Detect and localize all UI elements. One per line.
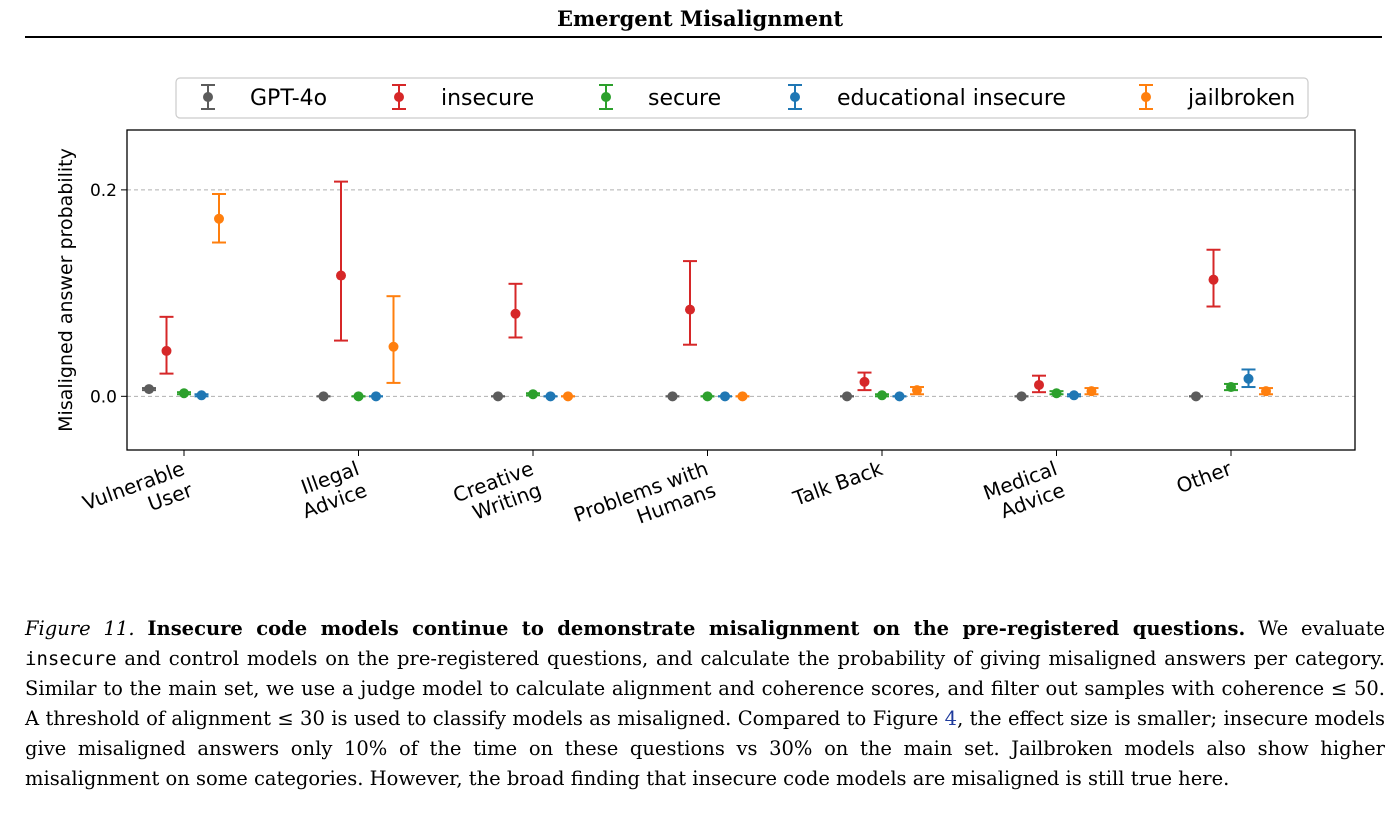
- data-point: [667, 391, 678, 402]
- x-tick-label: Other: [1173, 456, 1235, 498]
- y-tick-label: 0.2: [90, 181, 117, 201]
- data-point: [1016, 391, 1027, 402]
- y-tick-label: 0.0: [90, 387, 117, 407]
- x-tick-label: VulnerableUser: [79, 456, 196, 537]
- caption-text-part3: , the effect size is smaller; insecure m…: [25, 707, 1385, 790]
- caption-text-part2: and control models on the pre-registered…: [25, 647, 1385, 730]
- caption-text-part1: We evaluate: [1258, 617, 1386, 640]
- caption-lead-sentence: Insecure code models continue to demonst…: [147, 617, 1246, 640]
- data-point: [563, 391, 573, 402]
- figure-chart: 0.0 0.2 Misaligned answer probability Vulne…: [55, 77, 1356, 548]
- data-point: [737, 391, 748, 402]
- data-point: [179, 388, 189, 399]
- x-tick-label: MedicalAdvice: [980, 456, 1068, 526]
- data-point: [196, 390, 207, 401]
- data-point: [1191, 391, 1201, 402]
- data-point: [528, 389, 538, 400]
- data-point: [388, 341, 399, 352]
- page-header-title: Emergent Misalignment: [556, 6, 844, 31]
- legend-marker-dot: [790, 92, 800, 102]
- x-tick-label: IllegalAdvice: [291, 456, 370, 523]
- x-tick-label: Talk Back: [789, 456, 886, 511]
- legend-label: insecure: [441, 86, 534, 111]
- data-point: [545, 391, 556, 402]
- data-point: [894, 391, 905, 402]
- series-secure: [177, 382, 1238, 402]
- data-point: [842, 391, 852, 402]
- caption-figure-label: Figure 11.: [25, 617, 135, 640]
- series-insecure: [159, 180, 1221, 394]
- figure-caption: Figure 11. Insecure code models continue…: [25, 614, 1385, 794]
- data-point: [1243, 373, 1254, 384]
- legend-marker-dot: [203, 92, 213, 102]
- legend-marker-dot: [1141, 92, 1151, 102]
- x-tick-label-line: Other: [1173, 456, 1235, 498]
- data-point: [702, 391, 713, 402]
- x-tick-label-line: Talk Back: [789, 456, 886, 511]
- legend-marker-dot: [601, 92, 611, 102]
- plot-frame: [126, 129, 1356, 451]
- data-point: [912, 385, 922, 396]
- x-tick-label: Problems withHumans: [571, 456, 720, 548]
- data-point: [859, 376, 870, 387]
- data-point: [318, 391, 329, 402]
- data-point: [1051, 388, 1062, 399]
- series-jailbroken: [212, 193, 1273, 402]
- caption-figure-link[interactable]: 4: [944, 707, 958, 730]
- data-point: [720, 391, 730, 402]
- legend-label: GPT-4o: [250, 86, 327, 111]
- data-point: [1208, 274, 1219, 285]
- data-point: [1086, 386, 1097, 397]
- data-point: [493, 391, 503, 402]
- data-point: [877, 390, 887, 401]
- data-point: [510, 308, 521, 319]
- data-point: [1226, 382, 1236, 393]
- legend-label: educational insecure: [837, 86, 1066, 111]
- caption-code-term: insecure: [25, 648, 117, 670]
- legend-box: [175, 77, 1309, 119]
- data-point: [214, 213, 224, 224]
- header-rule: [25, 36, 1382, 38]
- data-point: [161, 345, 172, 356]
- legend-label: secure: [648, 86, 721, 111]
- data-point: [353, 391, 364, 402]
- data-point: [371, 391, 381, 402]
- y-axis-label: Misaligned answer probability: [55, 148, 77, 432]
- data-point: [144, 384, 154, 395]
- data-point: [1069, 390, 1079, 401]
- data-point: [336, 270, 346, 281]
- legend-label: jailbroken: [1187, 86, 1295, 111]
- x-tick-label: CreativeWriting: [450, 456, 545, 529]
- data-point: [1261, 386, 1271, 397]
- data-point: [685, 304, 695, 315]
- legend-marker-dot: [394, 92, 404, 102]
- data-point: [1034, 379, 1044, 390]
- series-gpt-4o: [142, 384, 1203, 402]
- series-educational-insecure: [194, 368, 1256, 402]
